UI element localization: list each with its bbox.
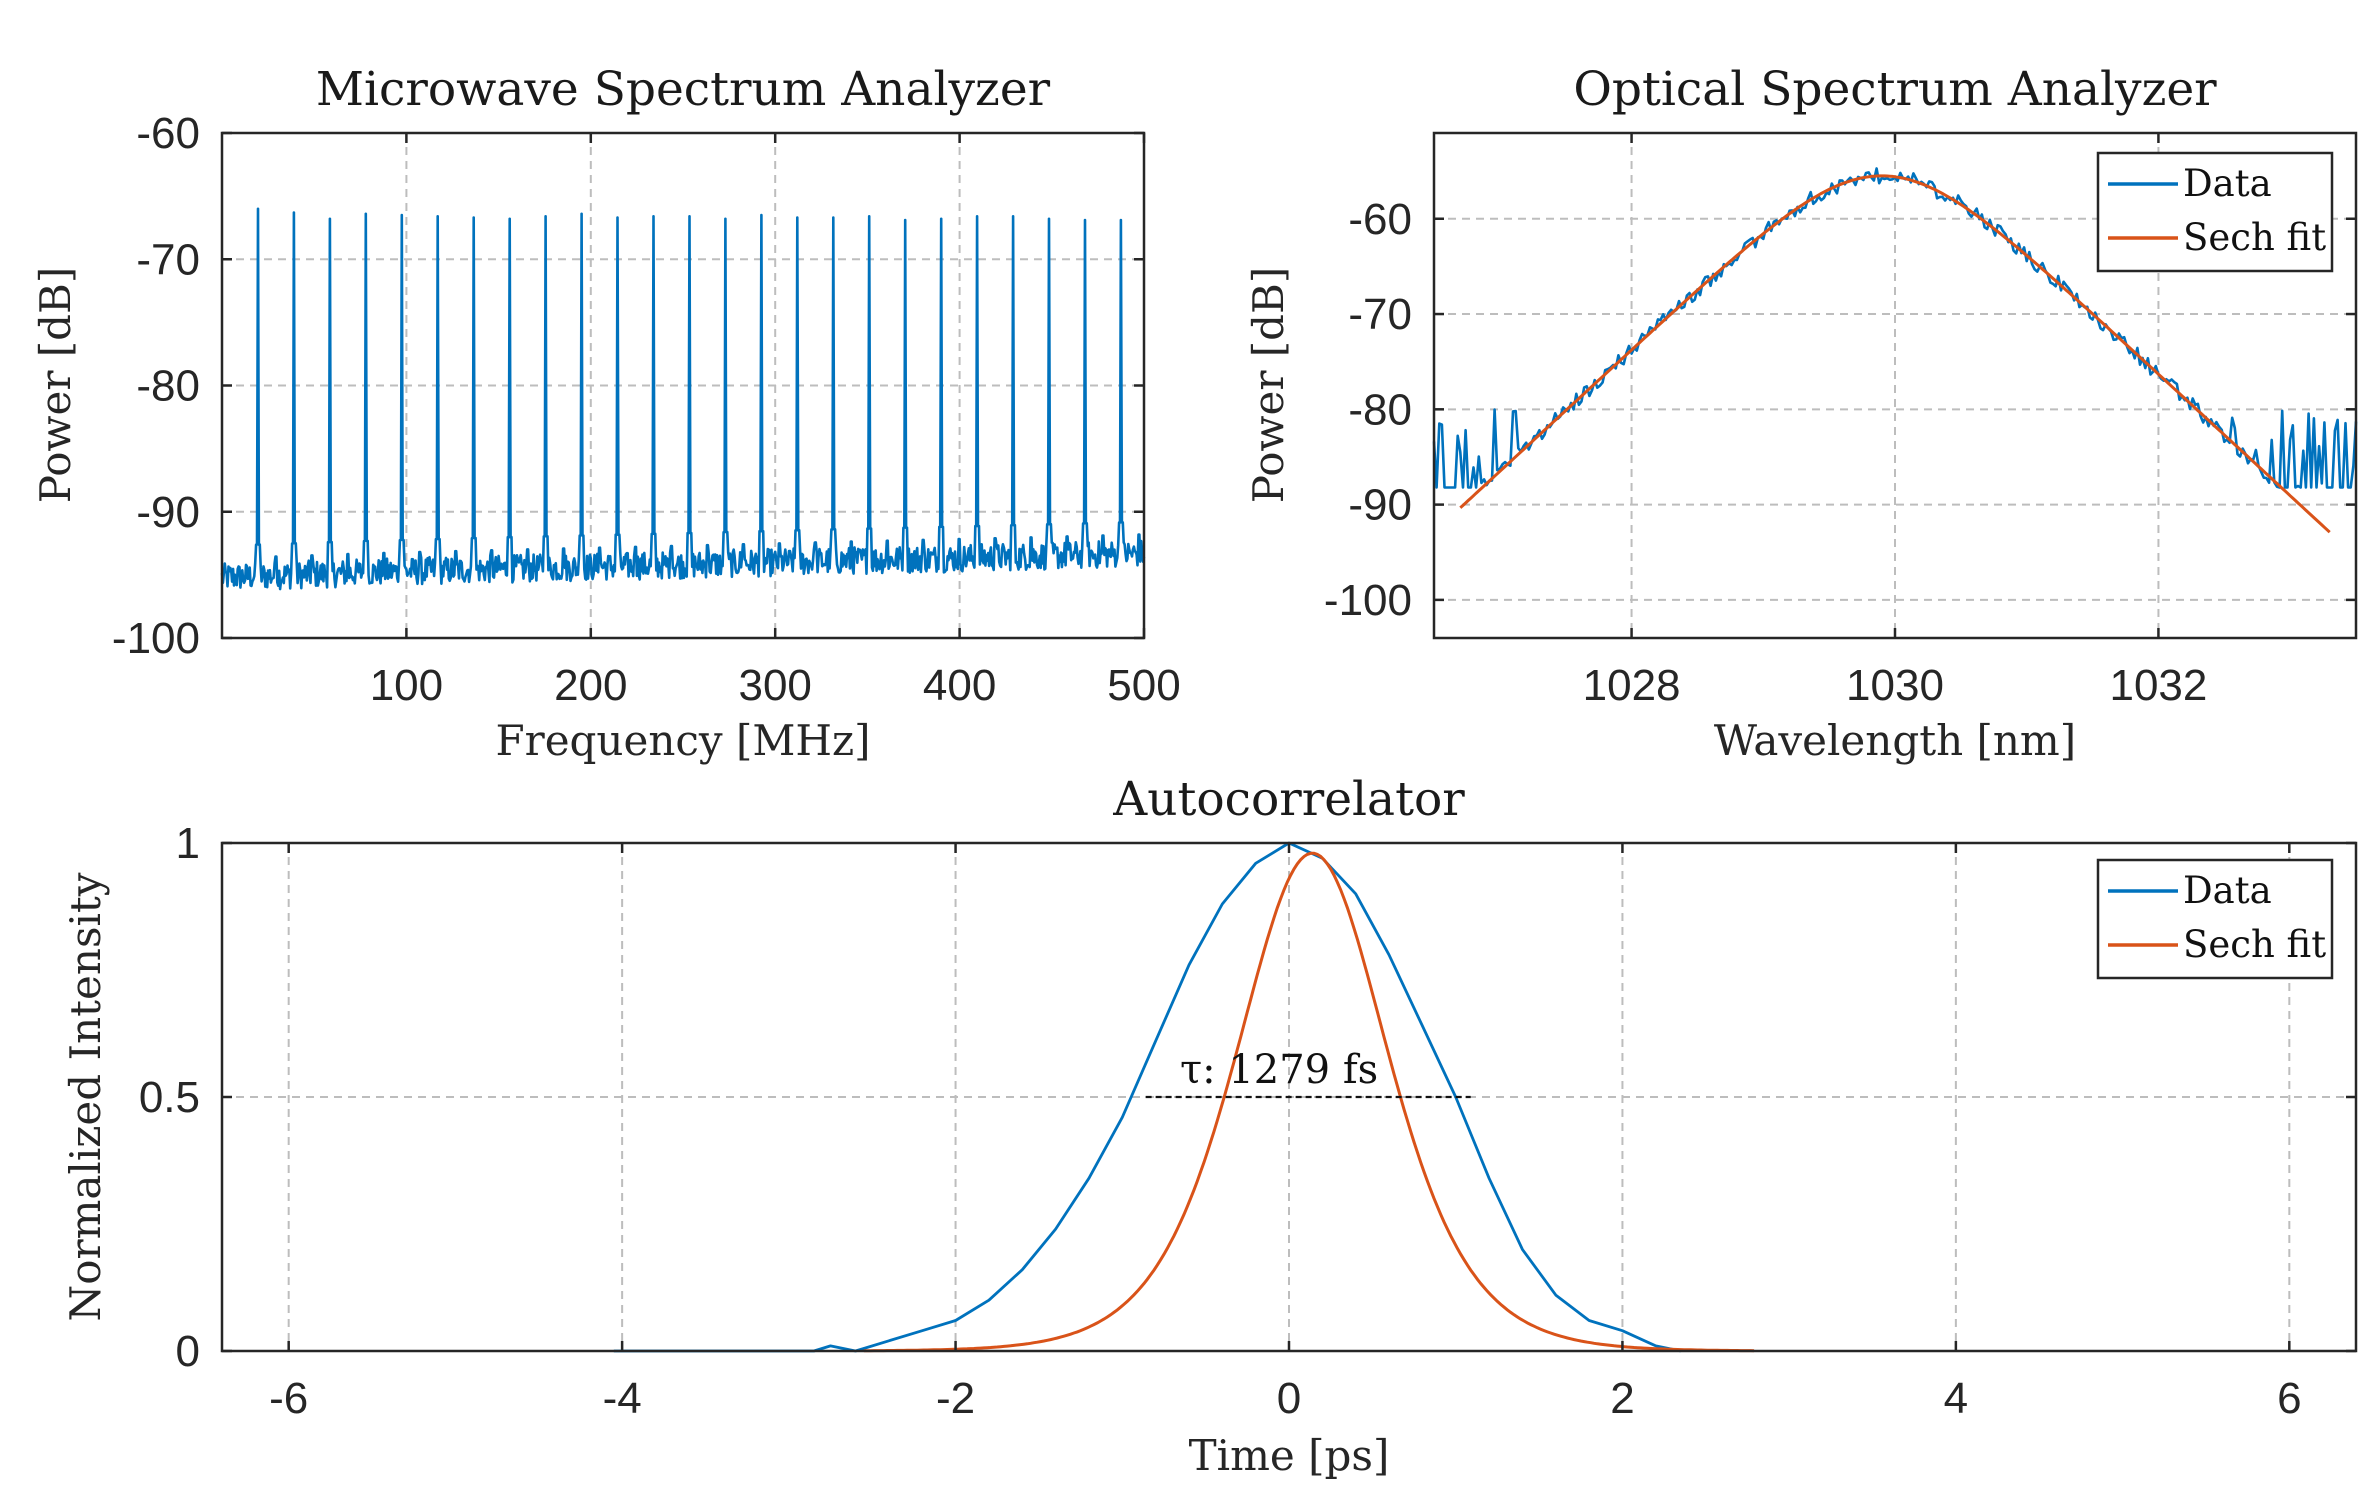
p1-ytick-label-3: -70 [136,235,200,284]
autocorrelator-legend-box [2096,858,2334,980]
p3-ytick-label-0: 0 [176,1327,200,1376]
autocorrelator-legend-fit-label: Sech fit [2183,923,2326,966]
autocorrelator-data-line [613,841,1682,1353]
p3-xtick-label-6: 6 [2277,1374,2301,1423]
autocorrelator-legend: Data Sech fit [2096,858,2334,980]
p1-ytick-label-1: -90 [136,488,200,537]
p1-ytick-label-2: -80 [136,362,200,411]
p2-xtick-label-2: 1032 [2109,661,2207,710]
fwhm-annotation: τ: 1279 fs [1180,1047,1378,1093]
p3-xtick-label-4: 2 [1610,1374,1634,1423]
autocorrelator-title: Autocorrelator [1112,772,1465,827]
microwave-spectrum-line [220,207,1146,591]
autocorrelator-plot [613,841,1755,1353]
microwave-ylabel: Power [dB] [31,267,80,504]
p2-ytick-label-0: -100 [1324,576,1412,625]
autocorrelator-ylabel: Normalized Intensity [61,872,110,1321]
optical-legend-data-label: Data [2183,162,2272,205]
optical-ylabel: Power [dB] [1244,267,1293,504]
optical-legend-fit-label: Sech fit [2183,216,2326,259]
microwave-plot [220,207,1146,591]
p1-xtick-label-2: 300 [738,661,811,710]
p2-ytick-label-1: -90 [1348,481,1412,530]
p1-xtick-label-1: 200 [554,661,627,710]
p3-ytick-label-2: 1 [176,819,200,868]
p1-xtick-label-4: 500 [1107,661,1180,710]
optical-xlabel: Wavelength [nm] [1714,716,2076,765]
p2-ytick-label-3: -70 [1348,290,1412,339]
p3-xtick-label-1: -4 [603,1374,642,1423]
optical-fit-line [1459,174,2331,534]
microwave-title: Microwave Spectrum Analyzer [316,62,1051,117]
optical-title: Optical Spectrum Analyzer [1573,62,2217,117]
optical-ticks: 1028 1030 1032 -100 -90 -80 -70 -60 [1324,133,2356,710]
autocorrelator-fit-line [863,851,1755,1353]
p3-xtick-label-0: -6 [269,1374,308,1423]
p2-ytick-label-2: -80 [1348,385,1412,434]
optical-plot [1432,167,2358,534]
microwave-ticks: 100 200 300 400 500 -100 -90 -80 -70 -60 [112,109,1181,710]
p3-xtick-label-2: -2 [936,1374,975,1423]
autocorrelator-panel: -6 -4 -2 0 2 4 6 0 0.5 1 Autocorrelator Time [ps]… [61,772,2358,1480]
optical-legend-box [2096,151,2334,273]
optical-legend: Data Sech fit [2096,151,2334,273]
p3-xtick-label-3: 0 [1277,1374,1301,1423]
optical-panel: 1028 1030 1032 -100 -90 -80 -70 -60 Optical Spe… [1244,62,2358,765]
microwave-xlabel: Frequency [MHz] [495,716,870,765]
autocorrelator-ticks: -6 -4 -2 0 2 4 6 0 0.5 1 [139,819,2356,1423]
p1-xtick-label-3: 400 [923,661,996,710]
p3-ytick-label-1: 0.5 [139,1073,200,1122]
p2-xtick-label-0: 1028 [1583,661,1681,710]
autocorrelator-xlabel: Time [ps] [1189,1431,1390,1480]
p3-xtick-label-5: 4 [1944,1374,1968,1423]
p1-xtick-label-0: 100 [370,661,443,710]
p1-ytick-label-4: -60 [136,109,200,158]
p2-xtick-label-1: 1030 [1846,661,1944,710]
p1-ytick-label-0: -100 [112,614,200,663]
p2-ytick-label-4: -60 [1348,195,1412,244]
autocorrelator-legend-data-label: Data [2183,869,2272,912]
microwave-panel: 100 200 300 400 500 -100 -90 -80 -70 -60 Microwav… [31,62,1181,765]
